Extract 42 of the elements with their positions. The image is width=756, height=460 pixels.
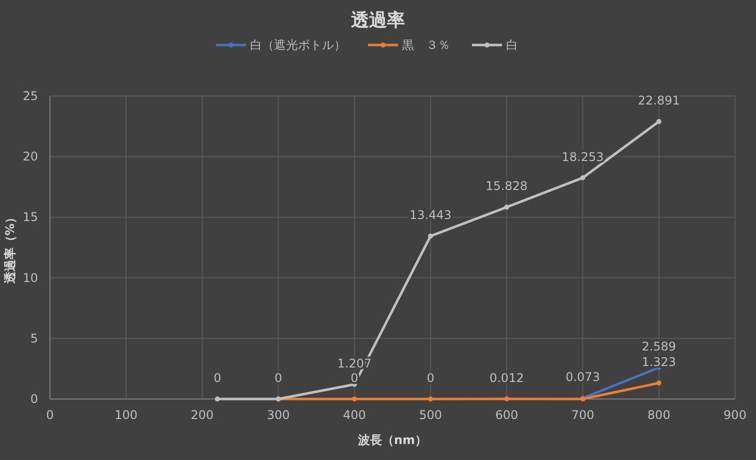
point — [428, 234, 434, 239]
x-tick-label: 400 — [342, 408, 366, 422]
x-axis-title: 波長（nm） — [356, 433, 428, 447]
point — [656, 119, 662, 124]
y-tick-label: 10 — [22, 270, 38, 285]
data-label: 0 — [426, 371, 434, 385]
data-label: 0.012 — [489, 370, 524, 385]
y-tick-label: 20 — [22, 150, 38, 164]
point — [214, 396, 220, 402]
x-tick-label: 200 — [190, 408, 214, 422]
x-tick-label: 300 — [266, 408, 290, 422]
data-label: 22.891 — [638, 94, 680, 108]
y-tick-label: 15 — [22, 210, 38, 224]
x-tick-label: 700 — [571, 408, 594, 422]
x-tick-label: 0 — [46, 408, 54, 422]
legend-label: 白（遮光ボトル） — [250, 38, 346, 52]
y-tick-label: 5 — [30, 331, 38, 346]
point — [428, 396, 434, 402]
y-axis-title: 透過率（%） — [3, 211, 17, 285]
x-tick-label: 800 — [647, 408, 670, 422]
x-tick-label: 900 — [724, 408, 746, 422]
point — [656, 380, 662, 386]
data-label: 13.443 — [410, 208, 452, 222]
data-label: 0 — [274, 371, 282, 385]
legend-label: 黒 ３％ — [402, 38, 450, 52]
point — [504, 204, 510, 210]
data-label: 2.589 — [642, 340, 676, 354]
point — [580, 175, 586, 180]
x-tick-label: 100 — [114, 408, 138, 422]
chart-title: 透過率 — [350, 10, 405, 31]
y-tick-label: 0 — [30, 392, 38, 406]
data-label: 0 — [214, 371, 222, 385]
data-label: 1.323 — [642, 354, 676, 369]
data-label: 0.073 — [566, 370, 600, 384]
point — [352, 396, 357, 402]
data-label: 15.828 — [486, 179, 528, 194]
x-tick-label: 500 — [419, 408, 442, 422]
data-label: 18.253 — [562, 150, 604, 164]
x-tick-label: 600 — [495, 408, 518, 422]
y-tick-label: 25 — [22, 89, 38, 103]
legend-label: 白 — [506, 38, 518, 52]
point — [504, 396, 510, 402]
